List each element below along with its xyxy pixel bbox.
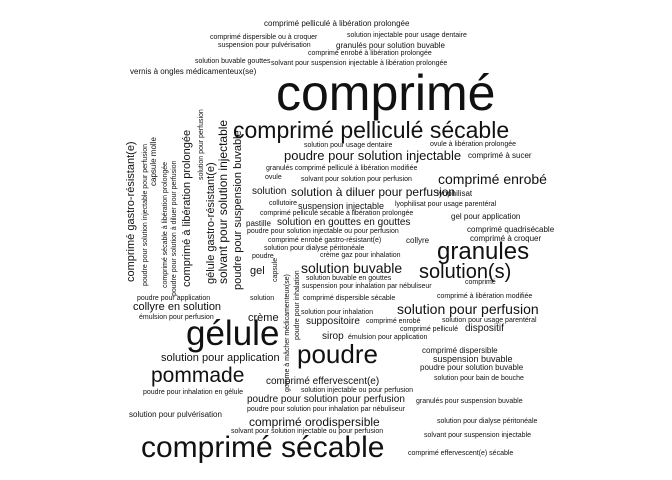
word-granules-sol-buvable: granulés pour solution buvable [336, 41, 445, 50]
word-solution-pour-application: solution pour application [161, 352, 280, 364]
word-solution-en-gouttes: solution en gouttes en gouttes [277, 217, 411, 228]
word-sol-usage-parenteral: solution pour usage parentéral [442, 317, 537, 324]
word-solution-buvable: solution buvable [301, 260, 403, 276]
word-comprime-dispersible: comprimé dispersible [422, 346, 498, 355]
word-comprime-pellicule-lib-prolongee: comprimé pelliculé à libération prolongé… [264, 19, 410, 28]
word-sirop: sirop [322, 331, 344, 342]
word-gel: gel [250, 265, 265, 277]
word-solution: solution [252, 186, 287, 197]
word-poudre-sol-diluer-perfusion-v: poudre pour solution à diluer pour perfu… [171, 160, 178, 296]
word-poudre-sol-inhal-nebuliseur: poudre pour solution pour inhalation par… [247, 406, 405, 413]
word-sol-bain-bouche: solution pour bain de bouche [434, 375, 524, 382]
word-sol-inj-usage-dentaire: solution injectable pour usage dentaire [347, 32, 467, 39]
word-suspension-pulverisation: suspension pour pulvérisation [218, 42, 311, 49]
word-collutoire: collutoire [269, 200, 298, 207]
word-comprime-a-croquer: comprimé à croquer [470, 234, 542, 243]
word-susp-inhal-nebuliseur: suspension pour inhalation par nébuliseu… [302, 283, 432, 290]
word-solution-small: solution [250, 295, 275, 302]
word-solution-a-diluer: solution à diluer pour perfusion [291, 185, 456, 199]
word-solvant-sol-inj-v: solvant pour solution injectable [216, 119, 230, 284]
word-comprime-pellicule-secable: comprimé pelliculé sécable [233, 117, 510, 143]
word-poudre-pour-solution-pour-perfusion: poudre pour solution pour perfusion [247, 394, 405, 405]
word-comprime-enrobe: comprimé enrobé [438, 171, 547, 187]
word-collyre-en-solution: collyre en solution [133, 301, 222, 313]
word-comprime-quadrisecable: comprimé quadrisécable [467, 225, 555, 234]
word-sol-usage-dentaire: solution pour usage dentaire [304, 142, 393, 149]
word-comprime-lib-modifiee: comprimé à libération modifiée [437, 293, 533, 300]
word-comprime-effervescent: comprimé effervescent(e) [266, 376, 380, 387]
word-comprime-lib-prolongee-v: comprimé à libération prolongée [181, 129, 193, 287]
word-solutions: solution(s) [419, 261, 512, 283]
word-pastille: pastille [246, 219, 271, 228]
word-comprime-gastro-resistant: comprimé gastro-résistant(e) [125, 141, 137, 282]
word-ovule: ovule [265, 174, 282, 181]
word-emulsion-perfusion: émulsion pour perfusion [139, 314, 214, 321]
word-comprime-dispersible-secable: comprimé dispersible sécable [303, 295, 396, 302]
word-solvant-sol-inj-perfusion: solvant pour solution injectable ou pour… [231, 428, 384, 435]
word-poudre-sol-inj-perfusion-v: poudre pour solution injectable pour per… [142, 143, 149, 286]
word-solvant-susp-inj: solvant pour suspension injectable à lib… [271, 60, 448, 67]
word-sol-buvable-gouttes: solution buvable en gouttes [306, 275, 392, 282]
word-poudre-sol-buvable: poudre pour solution buvable [420, 363, 524, 372]
word-comprime-orodispersible: comprimé orodispersible [249, 415, 380, 429]
word-collyre: collyre [406, 236, 430, 245]
word-sol-dialyse-2: solution pour dialyse péritonéale [437, 418, 538, 425]
word-lyophilisat: lyophilisat [437, 189, 473, 198]
word-vernis: vernis à ongles médicamenteux(se) [130, 67, 257, 76]
word-gel-pour-application: gel pour application [451, 212, 521, 221]
word-poudre-pour-application: poudre pour application [137, 295, 211, 302]
word-poudre-inhalation-gelule: poudre pour inhalation en gélule [143, 389, 244, 396]
word-comprime-enrobe-lib: comprimé enrobé à libération prolongée [308, 50, 432, 57]
word-granules-comprime-lib-modifiee: granulés comprimé pelliculé à libération… [266, 165, 418, 172]
word-sol-inj-ou-perfusion: solution injectable ou pour perfusion [301, 387, 414, 394]
word-comprime-effervescent-secable: comprimé effervescent(e) sécable [408, 450, 514, 457]
word-suspension-injectable: suspension injectable [298, 201, 385, 211]
word-solvant-susp-inj-2: solvant pour suspension injectable [424, 432, 532, 439]
word-ovule-lib-prolongee: ovule à libération prolongée [430, 141, 517, 148]
word-poudre-large: poudre [297, 339, 378, 369]
word-comprime-secable-lib-prolongee-v: comprimé sécable à libération prolongée [162, 161, 169, 288]
word-poudre-pour-solution-injectable: poudre pour solution injectable [284, 148, 462, 163]
word-granules-susp-buvable: granulés pour suspension buvable [416, 398, 523, 405]
word-dispositif: dispositif [465, 323, 504, 334]
word-poudre-susp-buvable-v: poudre pour suspension buvable [232, 130, 244, 290]
word-suspension-buvable: suspension buvable [433, 354, 513, 364]
word-solution-buvable-gouttes: solution buvable gouttes [195, 58, 271, 65]
word-poudre-sol-inj-perfusion: poudre pour solution injectable ou pour … [247, 228, 399, 235]
word-poudre-inhalation-v: poudre pour inhalation [294, 270, 301, 340]
word-lyophilisat-usage-parenteral: lyophilisat pour usage parentéral [395, 201, 497, 208]
word-pommade: pommade [151, 364, 245, 387]
word-suppositoire: suppositoire [306, 316, 360, 327]
word-gomme-macher-v: gomme à mâcher médicamenteux(se) [284, 274, 291, 392]
word-solution-pour-perfusion: solution pour perfusion [397, 301, 539, 317]
word-comprime-small: comprimé [465, 279, 496, 286]
word-creme-gaz-inhalation: crème gaz pour inhalation [320, 252, 401, 259]
word-sol-dialyse-1: solution pour dialyse péritonéale [264, 245, 365, 252]
word-emulsion-application: émulsion pour application [348, 334, 428, 341]
word-granules: granules [437, 238, 530, 265]
word-comprime-dispersible-croquer: comprimé dispersible ou à croquer [210, 34, 318, 41]
word-comprime-pellicule-secable-lib: comprimé pelliculé sécable à libération … [260, 210, 414, 217]
word-capsule-v: capsule [272, 257, 279, 282]
word-gelule: gélule [186, 314, 280, 353]
word-poudre-small: poudre [252, 253, 274, 260]
word-solvant-sol-perfusion: solvant pour solution pour perfusion [301, 176, 412, 183]
word-sol-pulverisation: solution pour pulvérisation [129, 410, 222, 419]
word-comprime-a-sucer: comprimé à sucer [468, 151, 532, 160]
word-comprime: comprimé [276, 65, 496, 121]
word-sol-perfusion-v: solution pour perfusion [198, 109, 205, 180]
word-comprime-pellicule: comprimé pelliculé [400, 326, 458, 333]
word-comprime-enrobe-small: comprimé enrobé [366, 318, 421, 325]
word-comprime-enrobe-gastro: comprimé enrobé gastro-résistant(e) [268, 237, 382, 244]
word-capsule-molle: capsule molle [149, 137, 158, 186]
word-sol-inhalation: solution pour inhalation [301, 309, 373, 316]
word-comprime-secable: comprimé sécable [141, 431, 385, 464]
word-creme: crème [248, 312, 279, 324]
